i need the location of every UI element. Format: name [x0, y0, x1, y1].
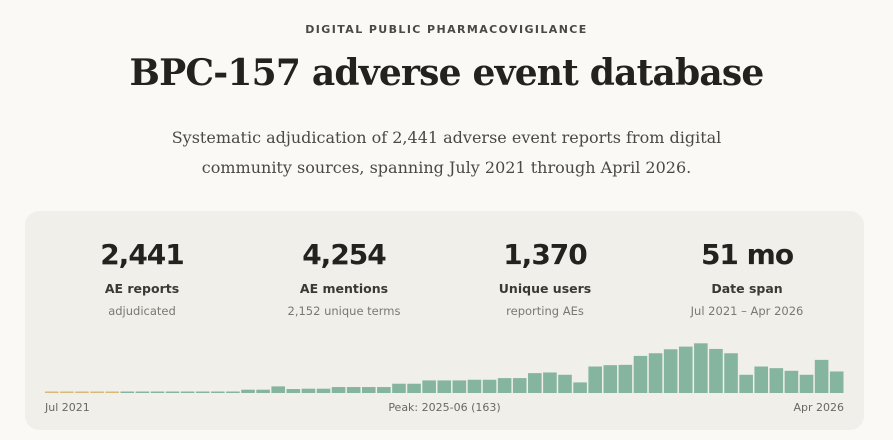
month-bar	[316, 388, 331, 393]
month-bar	[497, 378, 512, 393]
month-bar	[528, 373, 542, 393]
month-bar	[271, 386, 286, 393]
month-bar	[150, 391, 165, 393]
month-bar	[346, 387, 361, 393]
month-bar	[694, 343, 708, 393]
stat-unique-users: 1,370 Unique users reporting AEs	[445, 238, 645, 318]
stat-sub: adjudicated	[108, 304, 176, 318]
month-bar	[754, 366, 769, 393]
month-bar	[180, 391, 195, 393]
month-bar	[618, 364, 633, 393]
month-bar	[512, 378, 527, 393]
month-bar	[558, 374, 572, 393]
stat-sub: reporting AEs	[506, 304, 584, 318]
month-bar	[361, 387, 376, 393]
month-bar	[678, 346, 693, 393]
stat-date-span: 51 mo Date span Jul 2021 – Apr 2026	[647, 238, 847, 318]
month-bar	[482, 379, 497, 393]
stat-sub: 2,152 unique terms	[287, 304, 401, 318]
month-bar	[648, 353, 663, 393]
month-bar	[377, 387, 391, 393]
stats-panel: 2,441 AE reports adjudicated 4,254 AE me…	[25, 211, 864, 430]
month-bar	[709, 348, 723, 393]
stat-value: 51 mo	[700, 238, 794, 271]
stat-label: AE mentions	[299, 281, 389, 296]
axis-start-label: Jul 2021	[45, 401, 90, 414]
month-bar	[195, 391, 210, 393]
month-bar	[120, 391, 135, 393]
month-bar	[784, 370, 799, 393]
month-bar	[301, 388, 316, 393]
month-bar	[467, 379, 482, 393]
sparkline-svg	[45, 343, 844, 393]
stat-value: 2,441	[100, 238, 185, 271]
month-bar	[633, 355, 648, 393]
subtitle-line-2: community sources, spanning July 2021 th…	[201, 158, 692, 177]
month-bar	[422, 380, 436, 393]
stat-value: 1,370	[503, 238, 588, 271]
month-bar	[286, 389, 301, 393]
month-bar	[105, 391, 119, 393]
month-bar	[256, 389, 270, 393]
month-bar	[769, 368, 784, 393]
stat-ae-mentions: 4,254 AE mentions 2,152 unique terms	[244, 238, 444, 318]
month-bar	[814, 359, 829, 393]
month-bar	[437, 380, 452, 393]
stat-sub: Jul 2021 – Apr 2026	[690, 304, 804, 318]
monthly-sparkline	[45, 339, 845, 393]
month-bar	[45, 391, 59, 393]
month-bar	[226, 391, 240, 393]
axis-peak-label: Peak: 2025-06 (163)	[388, 401, 501, 414]
axis-end-label: Apr 2026	[793, 401, 844, 414]
month-bar	[331, 387, 346, 393]
month-bar	[90, 391, 104, 393]
month-bar	[75, 391, 89, 393]
subtitle-line-1: Systematic adjudication of 2,441 adverse…	[171, 128, 722, 147]
stat-label: Date span	[711, 281, 783, 296]
month-bar	[603, 365, 618, 393]
month-bar	[241, 389, 255, 393]
month-bar	[543, 372, 557, 393]
month-bar	[60, 391, 74, 393]
month-bar	[829, 371, 844, 393]
stat-label: AE reports	[104, 281, 180, 296]
month-bar	[573, 382, 587, 393]
month-bar	[135, 391, 150, 393]
stat-value: 4,254	[302, 238, 387, 271]
month-bar	[663, 349, 678, 393]
month-bar	[588, 366, 602, 393]
month-bar	[407, 383, 421, 393]
month-bar	[799, 374, 814, 393]
month-bar	[739, 374, 753, 393]
month-bar	[724, 353, 738, 393]
stat-label: Unique users	[498, 281, 592, 296]
month-bar	[165, 391, 180, 393]
stat-ae-reports: 2,441 AE reports adjudicated	[42, 238, 242, 318]
page-title: BPC-157 adverse event database	[129, 52, 765, 94]
month-bar	[392, 383, 406, 393]
month-bar	[211, 391, 225, 393]
month-bar	[452, 380, 467, 393]
page-subtitle: Systematic adjudication of 2,441 adverse…	[120, 123, 773, 183]
eyebrow-label: DIGITAL PUBLIC PHARMACOVIGILANCE	[305, 23, 588, 36]
